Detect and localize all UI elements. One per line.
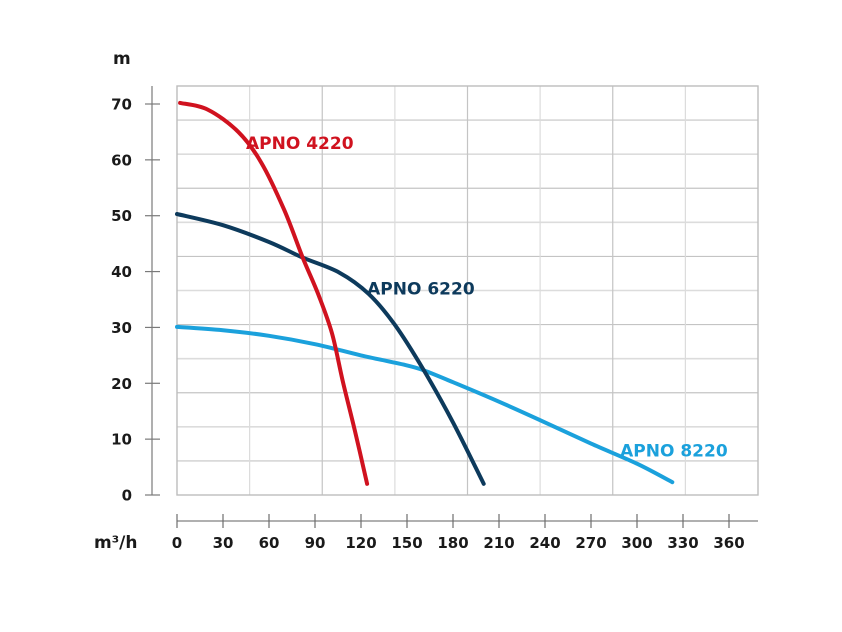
series-line-apno-6220 (175, 212, 486, 486)
x-axis-unit: m³/h (94, 533, 137, 553)
series-label-apno-8220: APNO 8220 (620, 441, 728, 461)
x-tick-label: 150 (391, 534, 422, 552)
y-axis-unit: m (113, 49, 131, 69)
x-tick-label: 90 (305, 534, 326, 552)
x-tick-label: 30 (213, 534, 234, 552)
x-tick-label: 360 (713, 534, 744, 552)
plot-frame (176, 85, 759, 496)
y-tick-label: 40 (111, 263, 132, 281)
x-tick-label: 240 (529, 534, 560, 552)
series-labels: APNO 4220 APNO 6220 APNO 8220 (246, 134, 728, 461)
x-axis: 0 30 60 90 120 150 180 210 240 270 300 330 360 (172, 514, 758, 552)
series-line-apno-8220 (175, 324, 675, 485)
y-tick-label: 70 (111, 96, 132, 114)
grid (176, 85, 759, 496)
y-tick-label: 0 (122, 487, 132, 505)
x-tick-label: 210 (483, 534, 514, 552)
x-tick-label: 330 (667, 534, 698, 552)
x-tick-label: 180 (437, 534, 468, 552)
y-axis: 0 10 20 30 40 50 60 70 (111, 86, 160, 505)
series-label-apno-4220: APNO 4220 (246, 134, 354, 154)
x-tick-label: 300 (621, 534, 652, 552)
series-group (175, 100, 675, 486)
x-tick-label: 120 (345, 534, 376, 552)
series-label-apno-6220: APNO 6220 (367, 279, 475, 299)
y-tick-label: 60 (111, 151, 132, 169)
y-tick-label: 50 (111, 207, 132, 225)
series-line-apno-4220 (178, 100, 370, 486)
x-tick-label: 60 (259, 534, 280, 552)
x-tick-label: 0 (172, 534, 182, 552)
y-tick-label: 30 (111, 319, 132, 337)
x-tick-label: 270 (575, 534, 606, 552)
y-tick-label: 10 (111, 431, 132, 449)
y-tick-label: 20 (111, 375, 132, 393)
